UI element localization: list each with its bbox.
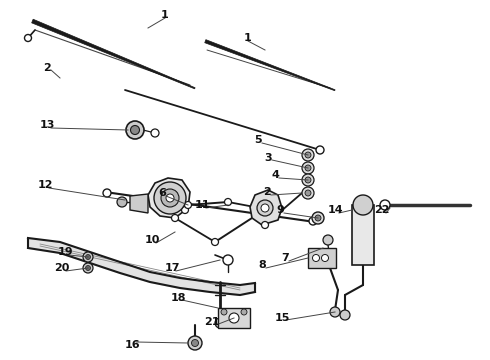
Circle shape — [103, 189, 111, 197]
Circle shape — [83, 252, 93, 262]
Text: 2: 2 — [263, 187, 271, 197]
Circle shape — [305, 152, 311, 158]
Text: 14: 14 — [327, 205, 343, 215]
Circle shape — [151, 129, 159, 137]
Text: 7: 7 — [281, 253, 289, 263]
Circle shape — [316, 146, 324, 154]
Bar — [308, 248, 336, 268]
Circle shape — [315, 215, 321, 221]
Circle shape — [305, 177, 311, 183]
Circle shape — [330, 307, 340, 317]
Text: 1: 1 — [244, 33, 252, 43]
Polygon shape — [130, 194, 148, 213]
Circle shape — [321, 255, 328, 261]
Circle shape — [166, 194, 174, 202]
Text: 2: 2 — [43, 63, 51, 73]
Circle shape — [302, 174, 314, 186]
Circle shape — [302, 187, 314, 199]
Circle shape — [312, 212, 324, 224]
Text: 11: 11 — [194, 200, 210, 210]
Circle shape — [229, 313, 239, 323]
Circle shape — [185, 202, 192, 208]
Polygon shape — [205, 40, 335, 91]
Polygon shape — [148, 178, 190, 218]
Text: 9: 9 — [276, 205, 284, 215]
Circle shape — [223, 255, 233, 265]
Circle shape — [126, 121, 144, 139]
Circle shape — [215, 318, 225, 328]
Text: 10: 10 — [145, 235, 160, 245]
Circle shape — [241, 309, 247, 315]
Text: 12: 12 — [37, 180, 53, 190]
Text: 17: 17 — [164, 263, 180, 273]
Text: 3: 3 — [264, 153, 272, 163]
Circle shape — [221, 309, 227, 315]
Text: 21: 21 — [204, 317, 220, 327]
Circle shape — [305, 165, 311, 171]
Circle shape — [181, 207, 189, 213]
Circle shape — [161, 189, 179, 207]
Text: 19: 19 — [57, 247, 73, 257]
Polygon shape — [250, 190, 282, 225]
Circle shape — [212, 239, 219, 246]
Bar — [218, 308, 250, 328]
Circle shape — [85, 266, 91, 270]
Text: 16: 16 — [124, 340, 140, 350]
Text: 4: 4 — [271, 170, 279, 180]
Text: 18: 18 — [170, 293, 186, 303]
Circle shape — [262, 221, 269, 229]
Circle shape — [261, 204, 269, 212]
Circle shape — [192, 339, 198, 346]
Bar — [352, 205, 374, 265]
Circle shape — [309, 217, 317, 225]
Circle shape — [154, 182, 186, 214]
Circle shape — [380, 200, 390, 210]
Circle shape — [305, 190, 311, 196]
Circle shape — [257, 200, 273, 216]
Circle shape — [117, 197, 127, 207]
Circle shape — [83, 263, 93, 273]
Text: 20: 20 — [54, 263, 70, 273]
Circle shape — [172, 215, 178, 221]
Circle shape — [188, 336, 202, 350]
Circle shape — [85, 255, 91, 260]
Polygon shape — [32, 19, 195, 89]
Circle shape — [256, 204, 264, 212]
Text: 22: 22 — [374, 205, 390, 215]
Circle shape — [302, 162, 314, 174]
Text: 5: 5 — [254, 135, 262, 145]
Text: 6: 6 — [158, 188, 166, 198]
Text: 1: 1 — [161, 10, 169, 20]
Circle shape — [130, 126, 140, 135]
Circle shape — [24, 35, 31, 41]
Circle shape — [323, 235, 333, 245]
Circle shape — [340, 310, 350, 320]
Circle shape — [313, 255, 319, 261]
Circle shape — [353, 195, 373, 215]
Text: 13: 13 — [39, 120, 55, 130]
Text: 15: 15 — [274, 313, 290, 323]
Circle shape — [224, 198, 231, 206]
Text: 8: 8 — [258, 260, 266, 270]
Circle shape — [302, 149, 314, 161]
